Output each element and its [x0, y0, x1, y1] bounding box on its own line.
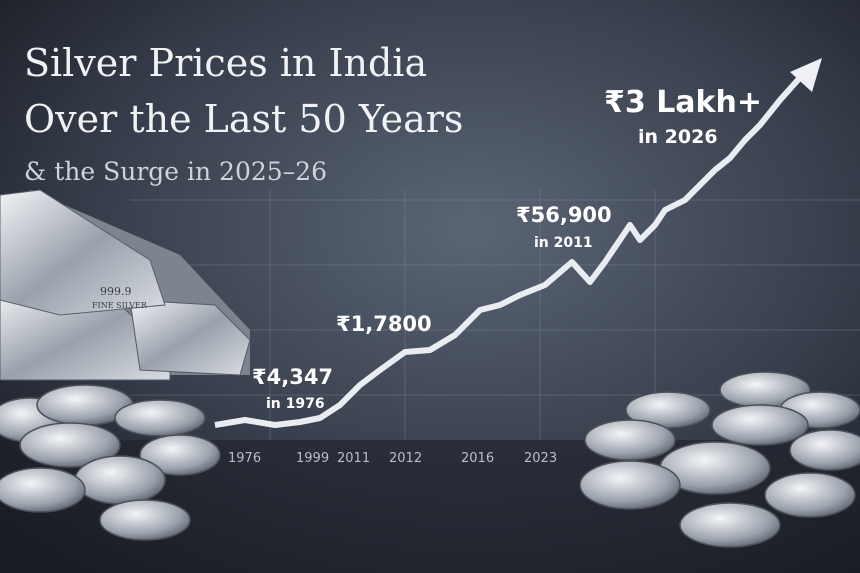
subtitle: & the Surge in 2025–26	[24, 157, 327, 186]
x-label: 1976	[228, 451, 261, 466]
annotation-note: in 1976	[266, 396, 325, 412]
title-line-2: Over the Last 50 Years	[24, 97, 463, 141]
annotation-label: ₹4,347	[252, 365, 333, 389]
bar-stamp: FINE SILVER	[92, 301, 148, 310]
annotation-note: in 2026	[638, 126, 718, 148]
annotation-label: ₹1,7800	[336, 312, 432, 336]
x-label: 2012	[389, 451, 422, 466]
x-label: 2016	[461, 451, 494, 466]
x-label: 1999	[296, 451, 329, 466]
bar-purity: 999.9	[100, 285, 132, 298]
annotation-label: ₹56,900	[516, 203, 612, 227]
coins-left	[0, 384, 221, 541]
x-label: 2011	[337, 451, 370, 466]
trend-line	[214, 58, 822, 428]
silver-bars: 999.9 FINE SILVER	[0, 189, 251, 381]
annotation-label: ₹3 Lakh+	[604, 85, 762, 120]
annotation-note: in 2011	[534, 235, 593, 251]
coins-right	[579, 371, 860, 548]
title-line-1: Silver Prices in India	[24, 41, 427, 85]
x-label: 2023	[524, 451, 557, 466]
